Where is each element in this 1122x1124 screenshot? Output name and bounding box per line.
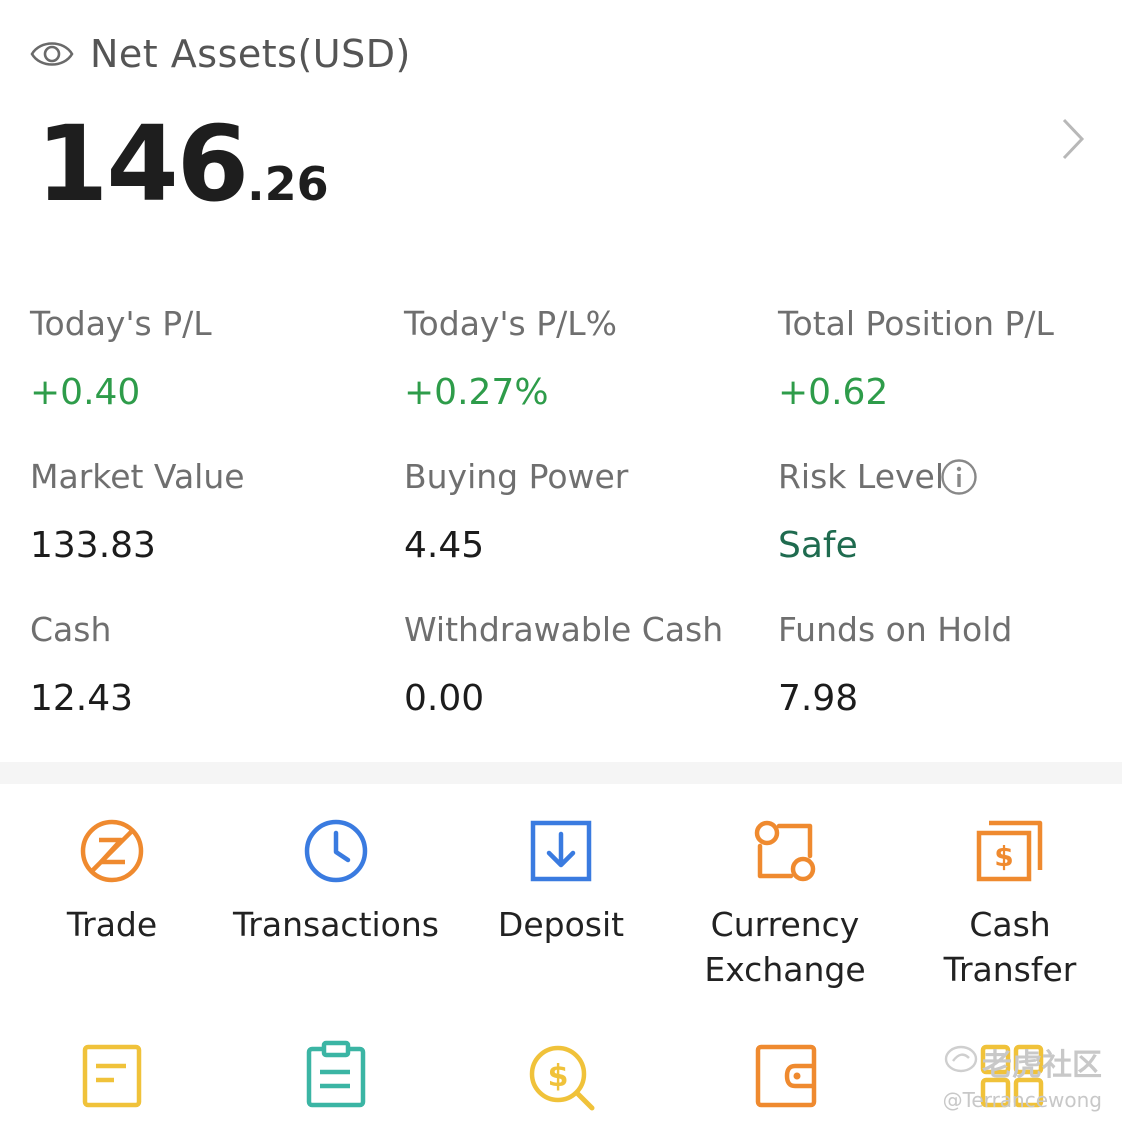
currency-exchange-icon bbox=[754, 820, 816, 882]
eye-icon[interactable] bbox=[30, 36, 74, 72]
buying-power-value: 4.45 bbox=[404, 525, 485, 566]
svg-text:$: $ bbox=[994, 840, 1013, 873]
todays-pl-percent-value: +0.27% bbox=[404, 372, 549, 413]
cash-transfer-label: Cash Transfer bbox=[898, 902, 1122, 992]
currency-exchange-label: Currency Exchange bbox=[673, 902, 897, 992]
net-assets-title: Net Assets(USD) bbox=[90, 32, 411, 76]
transactions-label: Transactions bbox=[233, 905, 439, 944]
section-divider bbox=[0, 762, 1122, 784]
deposit-icon bbox=[530, 820, 592, 882]
deposit-button[interactable]: Deposit bbox=[449, 818, 673, 947]
svg-text:$: $ bbox=[548, 1059, 569, 1094]
watermark-handle: @Terrancewong bbox=[942, 1088, 1102, 1112]
orders-document-icon[interactable] bbox=[82, 1044, 142, 1108]
clipboard-icon[interactable] bbox=[306, 1040, 366, 1108]
net-assets-integer: 146 bbox=[36, 103, 249, 225]
trade-label: Trade bbox=[66, 905, 158, 944]
cash-transfer-label-line1: Cash bbox=[969, 905, 1051, 944]
funds-on-hold-label: Funds on Hold bbox=[778, 610, 1013, 649]
todays-pl-label: Today's P/L bbox=[30, 304, 212, 343]
chevron-right-icon[interactable] bbox=[1058, 116, 1088, 162]
todays-pl-value: +0.40 bbox=[30, 372, 141, 413]
risk-level-label: Risk Level bbox=[778, 457, 944, 496]
trade-button[interactable]: Trade bbox=[0, 818, 224, 947]
cash-transfer-label-line2: Transfer bbox=[943, 950, 1077, 989]
market-value-value: 133.83 bbox=[30, 525, 156, 566]
grid-apps-icon[interactable] bbox=[980, 1044, 1044, 1108]
cash-label: Cash bbox=[30, 610, 112, 649]
cash-value: 12.43 bbox=[30, 678, 134, 719]
total-position-pl-label: Total Position P/L bbox=[778, 304, 1054, 343]
trade-icon bbox=[80, 819, 144, 883]
total-position-pl-value: +0.62 bbox=[778, 372, 889, 413]
watermark-logo-icon bbox=[944, 1045, 978, 1073]
net-assets-value[interactable]: 146.26 bbox=[36, 112, 329, 216]
info-icon[interactable] bbox=[940, 458, 978, 496]
clock-icon bbox=[304, 819, 368, 883]
dollar-search-icon[interactable]: $ bbox=[528, 1044, 596, 1112]
risk-level-value: Safe bbox=[778, 525, 858, 566]
currency-exchange-button[interactable]: Currency Exchange bbox=[673, 818, 897, 992]
buying-power-label: Buying Power bbox=[404, 457, 629, 496]
deposit-label: Deposit bbox=[497, 905, 625, 944]
watermark-brand: 老虎社区 bbox=[982, 1048, 1102, 1083]
cash-transfer-button[interactable]: $ Cash Transfer bbox=[898, 818, 1122, 992]
currency-exchange-label-line2: Exchange bbox=[704, 950, 866, 989]
withdrawable-cash-label: Withdrawable Cash bbox=[404, 610, 724, 649]
todays-pl-percent-label: Today's P/L% bbox=[404, 304, 617, 343]
market-value-label: Market Value bbox=[30, 457, 245, 496]
cash-transfer-icon: $ bbox=[976, 820, 1043, 882]
withdrawable-cash-value: 0.00 bbox=[404, 678, 485, 719]
funds-on-hold-value: 7.98 bbox=[778, 678, 859, 719]
wallet-icon[interactable] bbox=[755, 1044, 819, 1108]
currency-exchange-label-line1: Currency bbox=[710, 905, 860, 944]
transactions-button[interactable]: Transactions bbox=[224, 818, 448, 947]
net-assets-decimal: .26 bbox=[247, 157, 329, 211]
